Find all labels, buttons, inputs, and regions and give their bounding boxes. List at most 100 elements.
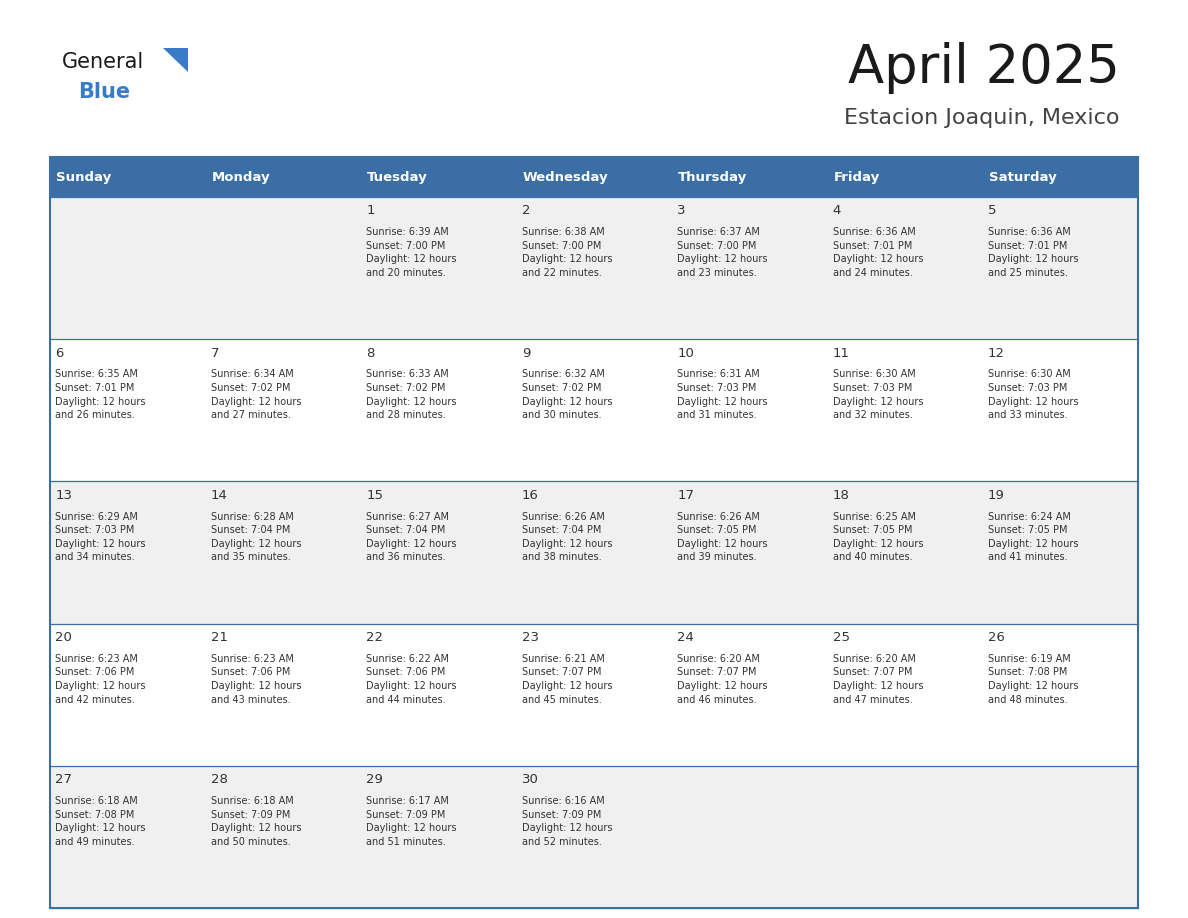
Text: 15: 15	[366, 488, 384, 502]
Bar	[517, 623, 671, 766]
Bar	[206, 339, 361, 481]
Bar	[827, 481, 982, 623]
Text: Sunrise: 6:36 AM
Sunset: 7:01 PM
Daylight: 12 hours
and 24 minutes.: Sunrise: 6:36 AM Sunset: 7:01 PM Dayligh…	[833, 228, 923, 278]
Bar	[517, 481, 671, 623]
Text: Sunrise: 6:38 AM
Sunset: 7:00 PM
Daylight: 12 hours
and 22 minutes.: Sunrise: 6:38 AM Sunset: 7:00 PM Dayligh…	[522, 228, 612, 278]
Text: 20: 20	[56, 631, 72, 644]
Bar	[671, 157, 827, 197]
Bar	[827, 339, 982, 481]
Polygon shape	[163, 48, 188, 72]
Text: 12: 12	[988, 346, 1005, 360]
Text: April 2025: April 2025	[848, 42, 1120, 94]
Text: 8: 8	[366, 346, 374, 360]
Bar	[361, 197, 517, 339]
Bar	[982, 481, 1138, 623]
Text: 7: 7	[210, 346, 220, 360]
Text: Sunrise: 6:29 AM
Sunset: 7:03 PM
Daylight: 12 hours
and 34 minutes.: Sunrise: 6:29 AM Sunset: 7:03 PM Dayligh…	[56, 511, 146, 563]
Text: Sunrise: 6:31 AM
Sunset: 7:03 PM
Daylight: 12 hours
and 31 minutes.: Sunrise: 6:31 AM Sunset: 7:03 PM Dayligh…	[677, 369, 767, 420]
Bar	[827, 623, 982, 766]
Text: 2: 2	[522, 205, 530, 218]
Text: 6: 6	[56, 346, 64, 360]
Bar	[982, 197, 1138, 339]
Bar	[206, 157, 361, 197]
Text: Sunrise: 6:26 AM
Sunset: 7:05 PM
Daylight: 12 hours
and 39 minutes.: Sunrise: 6:26 AM Sunset: 7:05 PM Dayligh…	[677, 511, 767, 563]
Text: Sunrise: 6:20 AM
Sunset: 7:07 PM
Daylight: 12 hours
and 47 minutes.: Sunrise: 6:20 AM Sunset: 7:07 PM Dayligh…	[833, 654, 923, 705]
Bar	[50, 481, 206, 623]
Text: 14: 14	[210, 488, 228, 502]
Bar	[206, 481, 361, 623]
Bar	[361, 339, 517, 481]
Text: 4: 4	[833, 205, 841, 218]
Text: Sunrise: 6:30 AM
Sunset: 7:03 PM
Daylight: 12 hours
and 33 minutes.: Sunrise: 6:30 AM Sunset: 7:03 PM Dayligh…	[988, 369, 1079, 420]
Text: General: General	[62, 52, 144, 72]
Text: Sunrise: 6:30 AM
Sunset: 7:03 PM
Daylight: 12 hours
and 32 minutes.: Sunrise: 6:30 AM Sunset: 7:03 PM Dayligh…	[833, 369, 923, 420]
Text: 3: 3	[677, 205, 685, 218]
Bar	[206, 766, 361, 908]
Bar	[361, 157, 517, 197]
Bar	[361, 481, 517, 623]
Text: Tuesday: Tuesday	[367, 171, 428, 184]
Text: Sunday: Sunday	[56, 171, 112, 184]
Bar	[982, 157, 1138, 197]
Text: Sunrise: 6:32 AM
Sunset: 7:02 PM
Daylight: 12 hours
and 30 minutes.: Sunrise: 6:32 AM Sunset: 7:02 PM Dayligh…	[522, 369, 612, 420]
Bar	[361, 766, 517, 908]
Text: Sunrise: 6:27 AM
Sunset: 7:04 PM
Daylight: 12 hours
and 36 minutes.: Sunrise: 6:27 AM Sunset: 7:04 PM Dayligh…	[366, 511, 457, 563]
Bar	[982, 623, 1138, 766]
Bar	[50, 766, 206, 908]
Text: Sunrise: 6:35 AM
Sunset: 7:01 PM
Daylight: 12 hours
and 26 minutes.: Sunrise: 6:35 AM Sunset: 7:01 PM Dayligh…	[56, 369, 146, 420]
Text: 18: 18	[833, 488, 849, 502]
Text: Sunrise: 6:16 AM
Sunset: 7:09 PM
Daylight: 12 hours
and 52 minutes.: Sunrise: 6:16 AM Sunset: 7:09 PM Dayligh…	[522, 796, 612, 847]
Bar	[361, 623, 517, 766]
Text: 19: 19	[988, 488, 1005, 502]
Text: Estacion Joaquin, Mexico: Estacion Joaquin, Mexico	[845, 108, 1120, 128]
Bar	[982, 339, 1138, 481]
Text: Sunrise: 6:37 AM
Sunset: 7:00 PM
Daylight: 12 hours
and 23 minutes.: Sunrise: 6:37 AM Sunset: 7:00 PM Dayligh…	[677, 228, 767, 278]
Bar	[517, 766, 671, 908]
Text: 27: 27	[56, 773, 72, 786]
Text: Sunrise: 6:18 AM
Sunset: 7:08 PM
Daylight: 12 hours
and 49 minutes.: Sunrise: 6:18 AM Sunset: 7:08 PM Dayligh…	[56, 796, 146, 847]
Bar	[671, 339, 827, 481]
Text: 13: 13	[56, 488, 72, 502]
Text: 28: 28	[210, 773, 228, 786]
Text: 16: 16	[522, 488, 538, 502]
Text: Sunrise: 6:28 AM
Sunset: 7:04 PM
Daylight: 12 hours
and 35 minutes.: Sunrise: 6:28 AM Sunset: 7:04 PM Dayligh…	[210, 511, 302, 563]
Text: 5: 5	[988, 205, 997, 218]
Text: 26: 26	[988, 631, 1005, 644]
Text: Sunrise: 6:25 AM
Sunset: 7:05 PM
Daylight: 12 hours
and 40 minutes.: Sunrise: 6:25 AM Sunset: 7:05 PM Dayligh…	[833, 511, 923, 563]
Text: Sunrise: 6:20 AM
Sunset: 7:07 PM
Daylight: 12 hours
and 46 minutes.: Sunrise: 6:20 AM Sunset: 7:07 PM Dayligh…	[677, 654, 767, 705]
Bar	[50, 157, 1138, 908]
Bar	[517, 157, 671, 197]
Text: 9: 9	[522, 346, 530, 360]
Bar	[827, 157, 982, 197]
Bar	[671, 623, 827, 766]
Bar	[671, 197, 827, 339]
Text: Monday: Monday	[211, 171, 271, 184]
Text: Saturday: Saturday	[988, 171, 1056, 184]
Text: Sunrise: 6:18 AM
Sunset: 7:09 PM
Daylight: 12 hours
and 50 minutes.: Sunrise: 6:18 AM Sunset: 7:09 PM Dayligh…	[210, 796, 302, 847]
Text: Friday: Friday	[833, 171, 879, 184]
Text: Sunrise: 6:17 AM
Sunset: 7:09 PM
Daylight: 12 hours
and 51 minutes.: Sunrise: 6:17 AM Sunset: 7:09 PM Dayligh…	[366, 796, 457, 847]
Bar	[206, 623, 361, 766]
Text: 29: 29	[366, 773, 384, 786]
Bar	[517, 197, 671, 339]
Bar	[50, 623, 206, 766]
Bar	[206, 197, 361, 339]
Text: 23: 23	[522, 631, 538, 644]
Text: 1: 1	[366, 205, 374, 218]
Text: 30: 30	[522, 773, 538, 786]
Text: 21: 21	[210, 631, 228, 644]
Text: Blue: Blue	[78, 82, 131, 102]
Bar	[827, 766, 982, 908]
Text: Wednesday: Wednesday	[523, 171, 608, 184]
Text: 25: 25	[833, 631, 849, 644]
Bar	[50, 197, 206, 339]
Bar	[671, 766, 827, 908]
Text: Sunrise: 6:23 AM
Sunset: 7:06 PM
Daylight: 12 hours
and 42 minutes.: Sunrise: 6:23 AM Sunset: 7:06 PM Dayligh…	[56, 654, 146, 705]
Text: 10: 10	[677, 346, 694, 360]
Bar	[50, 339, 206, 481]
Text: 11: 11	[833, 346, 849, 360]
Text: Sunrise: 6:33 AM
Sunset: 7:02 PM
Daylight: 12 hours
and 28 minutes.: Sunrise: 6:33 AM Sunset: 7:02 PM Dayligh…	[366, 369, 457, 420]
Text: Sunrise: 6:24 AM
Sunset: 7:05 PM
Daylight: 12 hours
and 41 minutes.: Sunrise: 6:24 AM Sunset: 7:05 PM Dayligh…	[988, 511, 1079, 563]
Text: Sunrise: 6:19 AM
Sunset: 7:08 PM
Daylight: 12 hours
and 48 minutes.: Sunrise: 6:19 AM Sunset: 7:08 PM Dayligh…	[988, 654, 1079, 705]
Bar	[827, 197, 982, 339]
